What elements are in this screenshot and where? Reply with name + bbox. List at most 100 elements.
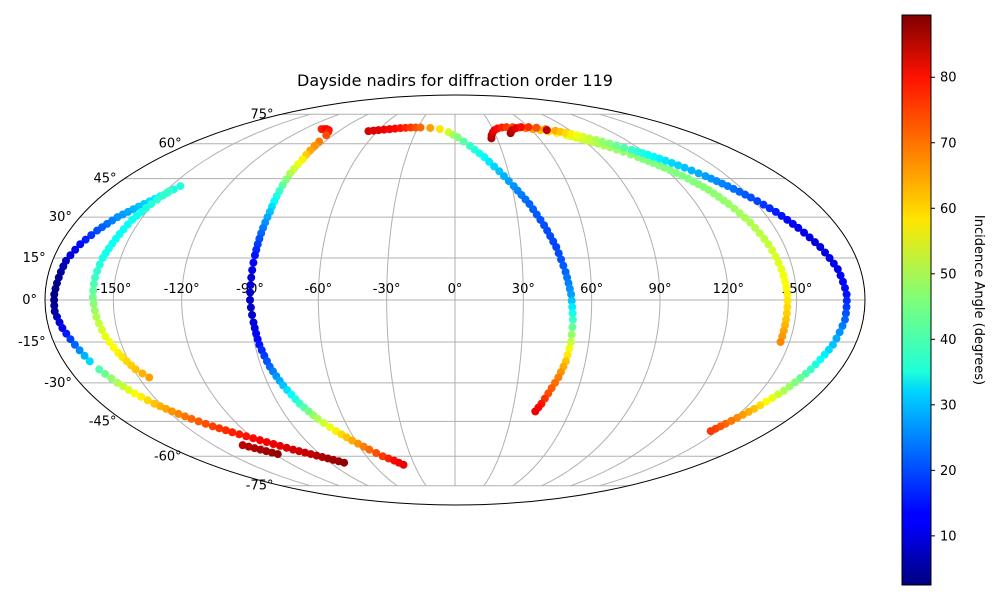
y-tick-label: 15° [23, 251, 46, 266]
data-point [840, 284, 849, 293]
y-tick-label: -30° [44, 376, 72, 391]
data-point [107, 374, 116, 383]
data-point [794, 223, 803, 232]
meridian-line [599, 113, 798, 487]
data-point [811, 238, 820, 247]
data-point [665, 166, 674, 175]
data-point [585, 134, 594, 143]
data-point [92, 312, 101, 321]
data-point [75, 346, 84, 355]
x-tick-label: -150° [95, 282, 131, 297]
data-point [247, 273, 256, 282]
data-point [89, 286, 98, 295]
data-point [119, 382, 128, 391]
data-point [176, 182, 185, 191]
y-tick-label: -15° [18, 335, 46, 350]
data-point [50, 296, 59, 304]
data-point [249, 258, 258, 267]
y-tick-label: 75° [250, 107, 273, 122]
data-point [753, 197, 762, 206]
data-point [242, 432, 251, 441]
data-point [143, 396, 152, 405]
data-point [730, 204, 739, 213]
data-point [215, 424, 224, 433]
data-point [153, 195, 162, 204]
data-point [66, 335, 75, 344]
data-point [661, 156, 670, 165]
data-point [542, 126, 551, 135]
data-point [531, 407, 540, 416]
data-point [228, 428, 237, 437]
data-point [565, 344, 574, 353]
data-point [568, 315, 577, 324]
data-point [71, 245, 80, 254]
data-point [276, 441, 285, 450]
x-tick-label: 0° [448, 282, 463, 297]
data-point [768, 246, 777, 255]
data-point [800, 228, 809, 237]
data-point [174, 409, 183, 418]
data-point [557, 255, 566, 264]
data-point [833, 265, 842, 274]
data-point [70, 340, 79, 349]
data-point [774, 390, 783, 399]
data-point [250, 251, 259, 260]
y-tick-label: 0° [22, 293, 37, 308]
data-point [782, 284, 791, 293]
data-point [262, 438, 271, 447]
graticule [45, 113, 865, 487]
data-point [278, 181, 287, 190]
data-point [532, 123, 541, 132]
colorbar-gradient [901, 14, 932, 586]
data-point [568, 323, 577, 332]
data-point [453, 133, 462, 142]
meridian-line [483, 113, 524, 487]
data-point [89, 299, 98, 308]
y-tick-label: -60° [154, 449, 182, 464]
data-point [246, 303, 255, 312]
data-point [248, 266, 257, 275]
data-point [554, 249, 563, 258]
colorbar-tick-label: 60 [940, 202, 957, 217]
data-point [567, 296, 576, 305]
data-point [319, 419, 328, 428]
data-point [755, 229, 764, 238]
x-tick-label: -30° [373, 282, 401, 297]
data-point [89, 280, 98, 289]
chart-title: Dayside nadirs for diffraction order 119 [297, 71, 613, 90]
data-point [325, 423, 334, 432]
data-point [762, 397, 771, 406]
data-point [58, 324, 67, 333]
data-point [426, 123, 435, 132]
data-point [771, 207, 780, 216]
data-point [221, 426, 230, 435]
meridian-line [317, 113, 398, 487]
colorbar-tick-label: 10 [940, 529, 957, 544]
data-point [187, 414, 196, 423]
data-point [746, 218, 755, 227]
data-point [678, 171, 687, 180]
data-point [821, 248, 830, 257]
data-point [835, 328, 844, 337]
data-point [235, 430, 244, 439]
map-boundary [44, 94, 866, 506]
data-points [50, 123, 851, 469]
data-point [796, 374, 805, 383]
data-point [269, 440, 278, 449]
data-point [687, 166, 696, 175]
data-point [101, 332, 110, 341]
data-point [94, 319, 103, 328]
data-point [777, 265, 786, 274]
data-point [81, 235, 90, 244]
meridian-line [512, 113, 593, 487]
x-tick-label: 90° [648, 282, 671, 297]
data-point [246, 296, 254, 304]
data-point [568, 303, 577, 312]
data-point [90, 306, 99, 315]
data-point [756, 401, 765, 410]
data-point [811, 360, 820, 369]
y-tick-label: -75° [246, 479, 274, 494]
data-point [109, 343, 118, 352]
data-point [751, 223, 760, 232]
data-point [566, 337, 575, 346]
